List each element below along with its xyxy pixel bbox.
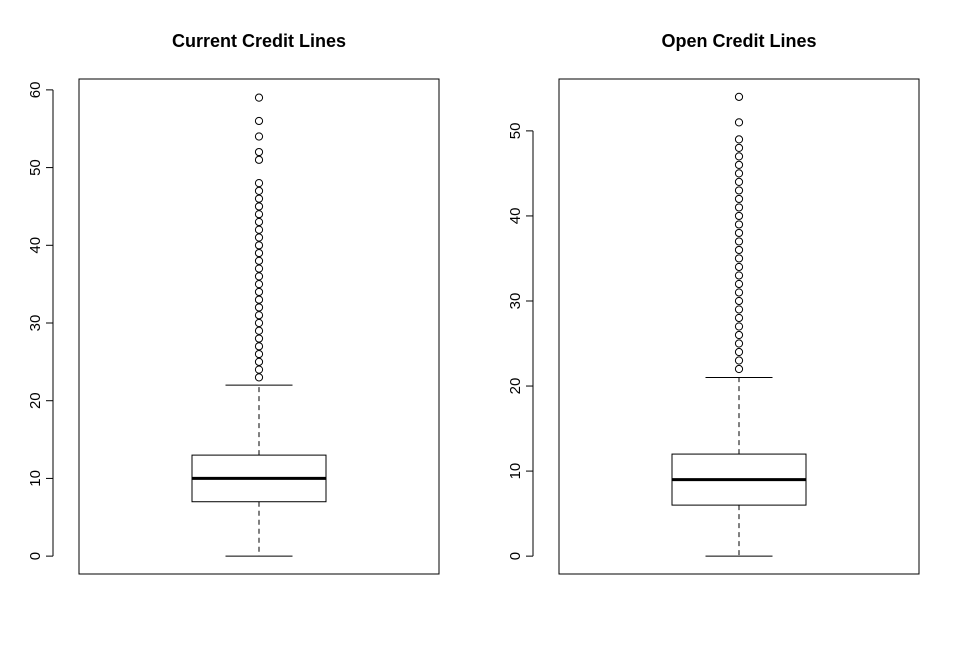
outlier-point bbox=[254, 116, 264, 126]
outlier-point bbox=[254, 326, 264, 335]
outlier-point bbox=[254, 210, 264, 219]
outlier-point bbox=[734, 160, 744, 170]
outlier-point bbox=[254, 373, 264, 382]
y-tick-label: 10 bbox=[507, 463, 524, 480]
y-tick-label: 10 bbox=[27, 470, 44, 487]
outlier-point bbox=[734, 92, 744, 101]
outlier-point bbox=[254, 342, 264, 351]
outlier-point bbox=[254, 264, 264, 273]
outlier-point bbox=[734, 271, 744, 280]
outlier-point bbox=[734, 322, 744, 331]
plot-frame bbox=[558, 78, 920, 575]
outlier-point bbox=[254, 303, 264, 312]
outlier-point bbox=[734, 237, 744, 246]
outlier-point bbox=[254, 155, 264, 164]
outlier-point bbox=[734, 152, 744, 161]
y-tick-label: 40 bbox=[507, 208, 524, 225]
y-tick-label: 60 bbox=[27, 82, 44, 99]
outlier-point bbox=[734, 194, 744, 204]
panel-open-credit-lines: Open Credit Lines 0 10 20 30 40 50 bbox=[507, 31, 920, 575]
outlier-point bbox=[254, 241, 264, 250]
y-tick-label: 40 bbox=[27, 237, 44, 254]
outlier-point bbox=[254, 225, 264, 234]
outlier-point bbox=[734, 313, 744, 323]
outlier-point bbox=[254, 365, 264, 374]
outlier-point bbox=[734, 305, 744, 314]
outlier-point bbox=[254, 179, 264, 188]
outlier-point bbox=[734, 356, 744, 365]
outlier-point bbox=[734, 186, 744, 195]
y-tick-label: 0 bbox=[27, 552, 44, 560]
outlier-point bbox=[254, 194, 264, 203]
chart-title: Open Credit Lines bbox=[661, 31, 816, 51]
outlier-point bbox=[254, 280, 264, 289]
outlier-point bbox=[734, 143, 744, 152]
outlier-point bbox=[254, 357, 264, 366]
outlier-point bbox=[254, 233, 264, 242]
outlier-point bbox=[734, 262, 744, 272]
outlier-point bbox=[254, 334, 264, 343]
outlier-point bbox=[254, 186, 264, 195]
outlier-point bbox=[734, 118, 744, 127]
outlier-point bbox=[734, 220, 744, 229]
outlier-point bbox=[254, 287, 264, 297]
outlier-point bbox=[734, 288, 744, 297]
y-tick-label: 50 bbox=[507, 123, 524, 140]
y-tick-label: 0 bbox=[507, 552, 524, 560]
outlier-point bbox=[734, 279, 744, 289]
outlier-point bbox=[254, 147, 264, 157]
outlier-point bbox=[734, 211, 744, 221]
outlier-point bbox=[254, 295, 264, 304]
outlier-point bbox=[734, 347, 744, 357]
outlier-point bbox=[254, 132, 264, 141]
outlier-point bbox=[734, 245, 744, 255]
y-tick-label: 20 bbox=[27, 392, 44, 409]
outlier-point bbox=[734, 339, 744, 348]
outlier-point bbox=[734, 228, 744, 238]
y-tick-label: 30 bbox=[507, 293, 524, 310]
outlier-point bbox=[734, 177, 744, 187]
y-tick-label: 30 bbox=[27, 315, 44, 332]
outlier-point bbox=[734, 330, 744, 340]
chart-title: Current Credit Lines bbox=[172, 31, 346, 51]
outlier-point bbox=[254, 311, 264, 320]
outlier-point bbox=[254, 349, 264, 359]
outlier-point bbox=[734, 203, 744, 212]
outlier-point bbox=[254, 318, 264, 328]
outlier-point bbox=[254, 248, 264, 258]
outlier-point bbox=[734, 169, 744, 178]
outlier-point bbox=[254, 93, 264, 102]
outlier-point bbox=[254, 217, 264, 227]
outlier-point bbox=[734, 364, 744, 374]
panel-current-credit-lines: Current Credit Lines 0 10 20 30 40 50 60 bbox=[27, 31, 440, 575]
outlier-point bbox=[254, 256, 264, 265]
outlier-point bbox=[254, 202, 264, 211]
outlier-point bbox=[734, 254, 744, 263]
y-tick-label: 50 bbox=[27, 159, 44, 176]
outlier-point bbox=[254, 272, 264, 281]
y-tick-label: 20 bbox=[507, 378, 524, 395]
plot-frame bbox=[78, 78, 440, 575]
outlier-point bbox=[734, 135, 744, 144]
outlier-point bbox=[734, 296, 744, 306]
